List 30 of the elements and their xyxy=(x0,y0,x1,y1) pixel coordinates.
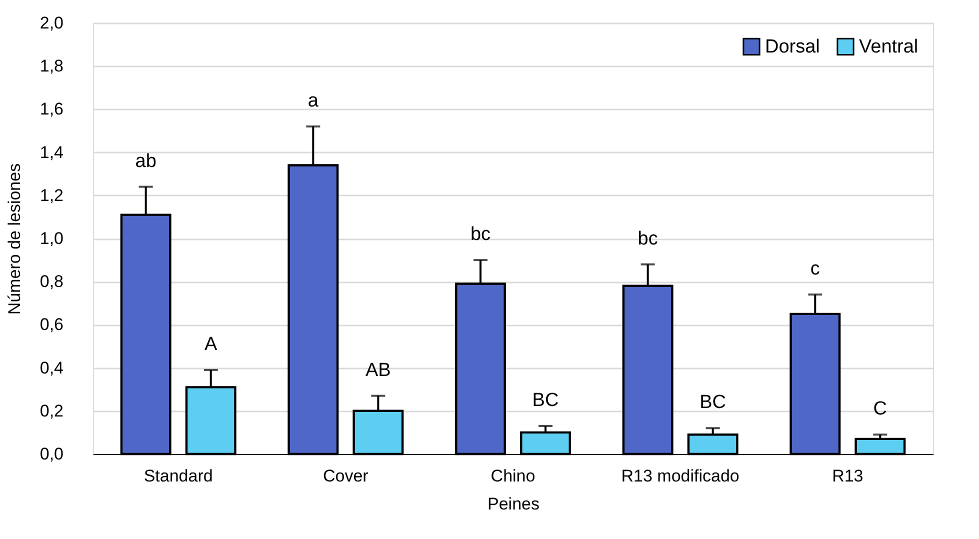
legend-label: Ventral xyxy=(859,36,918,58)
annotation: bc xyxy=(470,224,491,246)
y-tick-label: 1,8 xyxy=(40,56,64,76)
y-tick-label: 0,2 xyxy=(40,401,64,420)
y-tick-label: 1,0 xyxy=(40,229,64,248)
y-tick-label: 0,4 xyxy=(40,358,64,378)
x-tick-label: Chino xyxy=(490,466,536,486)
x-tick-label: Standard xyxy=(144,466,213,486)
x-tick-label: R13 xyxy=(832,466,864,486)
x-axis-title: Peines xyxy=(488,494,540,514)
x-tick-label: Cover xyxy=(322,466,369,486)
annotation: c xyxy=(810,258,820,280)
y-tick-label: 1,2 xyxy=(40,186,64,205)
annotation: C xyxy=(873,398,888,420)
y-tick-label: 0,8 xyxy=(40,272,64,292)
annotation: AB xyxy=(366,360,391,381)
y-tick-label: 1,6 xyxy=(40,100,64,119)
annotation: bc xyxy=(638,228,658,250)
annotation: BC xyxy=(700,392,726,414)
annotation: BC xyxy=(532,390,559,411)
legend-label: Dorsal xyxy=(765,36,820,58)
y-tick-label: 0,6 xyxy=(40,315,64,334)
annotation: A xyxy=(204,334,218,355)
annotation: ab xyxy=(135,150,156,172)
x-tick-label: R13 modificado xyxy=(621,466,740,486)
y-axis-title: Número de lesiones xyxy=(4,163,24,315)
annotation: a xyxy=(308,90,319,112)
y-tick-label: 1,4 xyxy=(40,142,64,162)
y-tick-label: 0,0 xyxy=(40,444,64,464)
y-tick-label: 2,0 xyxy=(40,14,64,32)
